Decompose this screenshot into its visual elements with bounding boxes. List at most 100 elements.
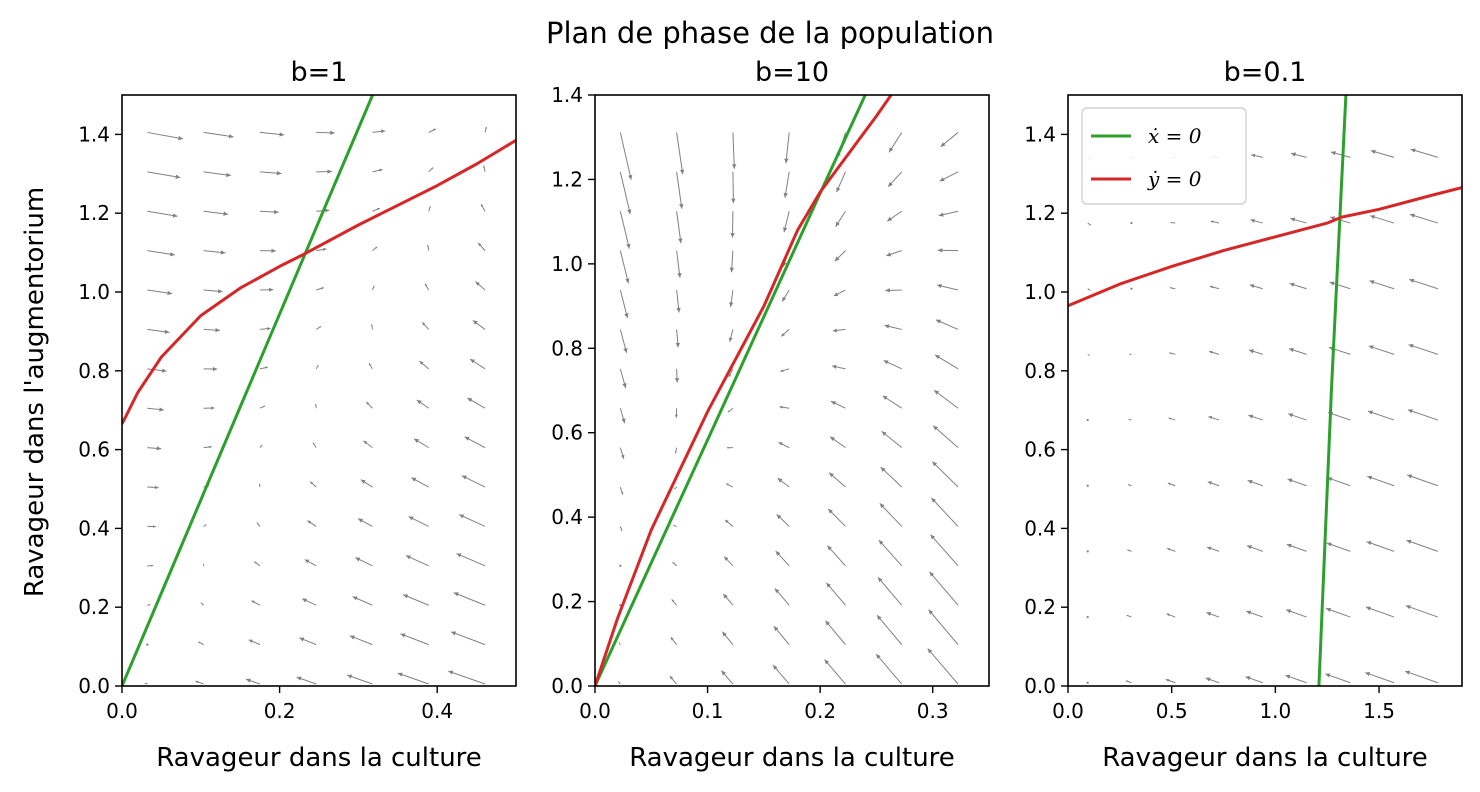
quiver-arrow: [428, 167, 434, 173]
quiver-arrow-shaft: [402, 594, 429, 606]
figure-suptitle: Plan de phase de la population: [546, 16, 994, 50]
quiver-arrow: [147, 328, 170, 334]
quiver-arrow: [203, 250, 226, 255]
quiver-arrow-head: [451, 631, 457, 636]
quiver-arrow-shaft: [458, 514, 486, 527]
quiver-arrow-head: [467, 397, 473, 403]
quiver-arrow: [461, 475, 486, 488]
quiver-arrow: [669, 675, 677, 685]
quiver-arrow-head: [256, 522, 259, 525]
nullclines: [122, 95, 516, 686]
quiver-arrow: [1086, 418, 1089, 422]
quiver-arrow-head: [349, 635, 355, 640]
quiver-arrow-head: [930, 534, 936, 540]
quiver-arrow: [1365, 606, 1395, 618]
quiver-arrow-head: [274, 209, 279, 215]
quiver-arrow-head: [672, 562, 675, 564]
quiver-arrow-shaft: [676, 132, 684, 175]
quiver-arrow-head: [1205, 677, 1211, 682]
axes-frame: [1067, 94, 1463, 687]
nullclines: [1068, 95, 1462, 686]
quiver-arrow-head: [883, 360, 889, 365]
quiver-arrow-head: [459, 514, 465, 519]
quiver-arrow: [619, 211, 631, 249]
quiver-arrow-shaft: [931, 497, 959, 527]
quiver-arrow: [676, 289, 681, 313]
quiver-arrow-shaft: [1404, 670, 1439, 684]
quiver-arrow-head: [175, 174, 181, 179]
quiver-arrow-shaft: [619, 171, 631, 215]
quiver-arrow-head: [172, 213, 178, 218]
quiver-arrow-head: [1410, 148, 1416, 153]
quiver-arrow: [1367, 410, 1395, 421]
y-tick-label: 1.0: [551, 252, 583, 276]
axes-frame: [121, 94, 517, 687]
y-tick-label: 0.0: [78, 674, 110, 698]
quiver-arrow-head: [485, 126, 487, 129]
quiver-arrow: [729, 289, 734, 308]
quiver-arrow-head: [1370, 214, 1376, 220]
quiver-arrow: [484, 126, 487, 133]
quiver-arrow-head: [727, 410, 731, 413]
quiver-arrow-head: [302, 598, 308, 603]
quiver-arrow-head: [1170, 221, 1173, 224]
quiver-arrow: [940, 132, 959, 148]
quiver-field: [1086, 148, 1439, 684]
quiver-arrow-shaft: [879, 503, 903, 527]
quiver-arrow-head: [475, 281, 480, 286]
quiver-arrow-head: [676, 307, 681, 313]
quiver-arrow: [147, 289, 173, 296]
quiver-arrow-head: [411, 477, 417, 482]
quiver-arrow: [1130, 287, 1133, 290]
quiver-arrow-shaft: [1366, 541, 1395, 552]
quiver-arrow-shaft: [732, 132, 735, 169]
quiver-arrow: [371, 324, 373, 330]
quiver-arrow: [259, 327, 271, 331]
quiver-arrow: [316, 169, 332, 174]
quiver-arrow: [932, 425, 959, 449]
panel-3: 0.0 0.5 1.0 1.5 0.0 0.2 0.4 0.6 0.8 1.0 1.2 1.4 b=0.…: [1024, 57, 1463, 773]
quiver-arrow: [833, 289, 846, 297]
quiver-arrow: [619, 368, 627, 389]
quiver-arrow-head: [628, 174, 633, 180]
quiver-arrow-head: [246, 678, 252, 683]
quiver-arrow-head: [1405, 670, 1411, 675]
quiver-arrow-head: [677, 272, 682, 278]
quiver-arrow-head: [200, 602, 203, 604]
quiver-arrow: [1285, 674, 1307, 684]
quiver-arrow: [1087, 353, 1090, 356]
legend-label-y-nullcline: ẏ = 0: [1147, 167, 1202, 191]
quiver-arrow-head: [674, 488, 676, 490]
quiver-arrow-head: [453, 592, 459, 597]
quiver-arrow-head: [263, 405, 266, 408]
quiver-arrow-head: [228, 134, 234, 139]
quiver-arrow-head: [267, 327, 271, 331]
quiver-arrow: [836, 171, 846, 193]
quiver-arrow-head: [1288, 347, 1294, 353]
quiver-arrow: [1406, 539, 1439, 552]
quiver-arrow-head: [371, 324, 373, 327]
quiver-arrow: [674, 368, 680, 383]
quiver-arrow-head: [1246, 610, 1252, 615]
quiver-arrow: [1169, 287, 1176, 290]
quiver-arrow-head: [358, 518, 364, 523]
quiver-arrow-shaft: [880, 466, 903, 488]
quiver-arrow-shaft: [676, 211, 682, 244]
quiver-arrow-shaft: [450, 631, 486, 646]
quiver-arrow-head: [1368, 410, 1373, 415]
quiver-arrow-head: [161, 368, 167, 373]
quiver-arrow: [888, 132, 903, 153]
quiver-arrow-head: [327, 169, 332, 174]
quiver-arrow: [875, 653, 903, 685]
y-nullcline-line: [595, 95, 893, 686]
quiver-arrow-head: [932, 461, 938, 467]
y-tick-label: 0.2: [551, 590, 583, 614]
quiver-arrow: [203, 524, 207, 527]
quiver-arrow-head: [885, 288, 890, 293]
quiver-arrow-head: [259, 483, 261, 485]
quiver-arrow-head: [433, 128, 436, 132]
quiver-arrow-head: [1406, 539, 1412, 544]
quiver-arrow: [1409, 278, 1439, 290]
y-tick-label: 0.4: [551, 505, 583, 529]
quiver-arrow-head: [1291, 152, 1296, 157]
